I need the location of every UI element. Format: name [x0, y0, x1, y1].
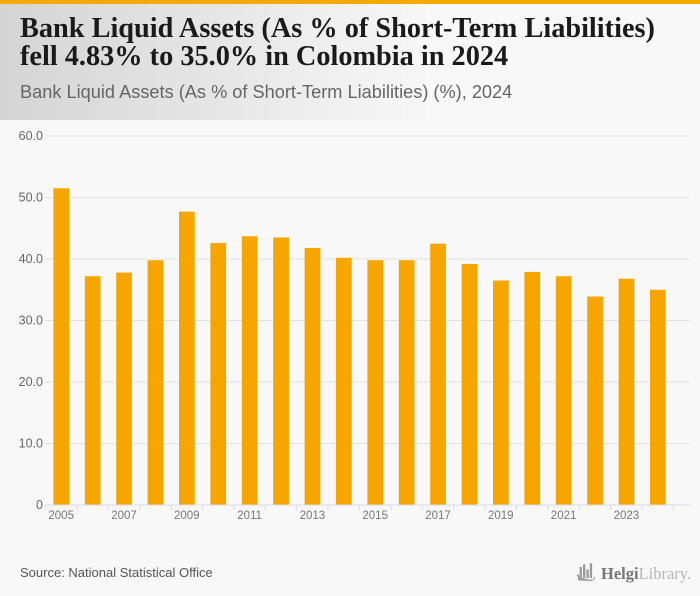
svg-text:10.0: 10.0 [19, 437, 43, 451]
svg-text:50.0: 50.0 [19, 191, 43, 205]
svg-text:2013: 2013 [300, 510, 326, 520]
svg-text:2009: 2009 [174, 510, 200, 520]
svg-text:30.0: 30.0 [19, 314, 43, 328]
svg-text:HelgiLibrary.: HelgiLibrary. [601, 564, 691, 583]
svg-text:40.0: 40.0 [19, 252, 43, 266]
svg-text:2023: 2023 [614, 510, 640, 520]
svg-text:2015: 2015 [362, 510, 388, 520]
svg-text:60.0: 60.0 [19, 129, 43, 143]
svg-text:2017: 2017 [425, 510, 451, 520]
svg-text:2005: 2005 [48, 510, 74, 520]
svg-text:2021: 2021 [551, 510, 577, 520]
svg-text:2011: 2011 [237, 510, 262, 520]
svg-text:2007: 2007 [111, 510, 137, 520]
svg-text:0: 0 [36, 498, 43, 512]
svg-text:2019: 2019 [488, 510, 514, 520]
svg-text:20.0: 20.0 [19, 375, 43, 389]
